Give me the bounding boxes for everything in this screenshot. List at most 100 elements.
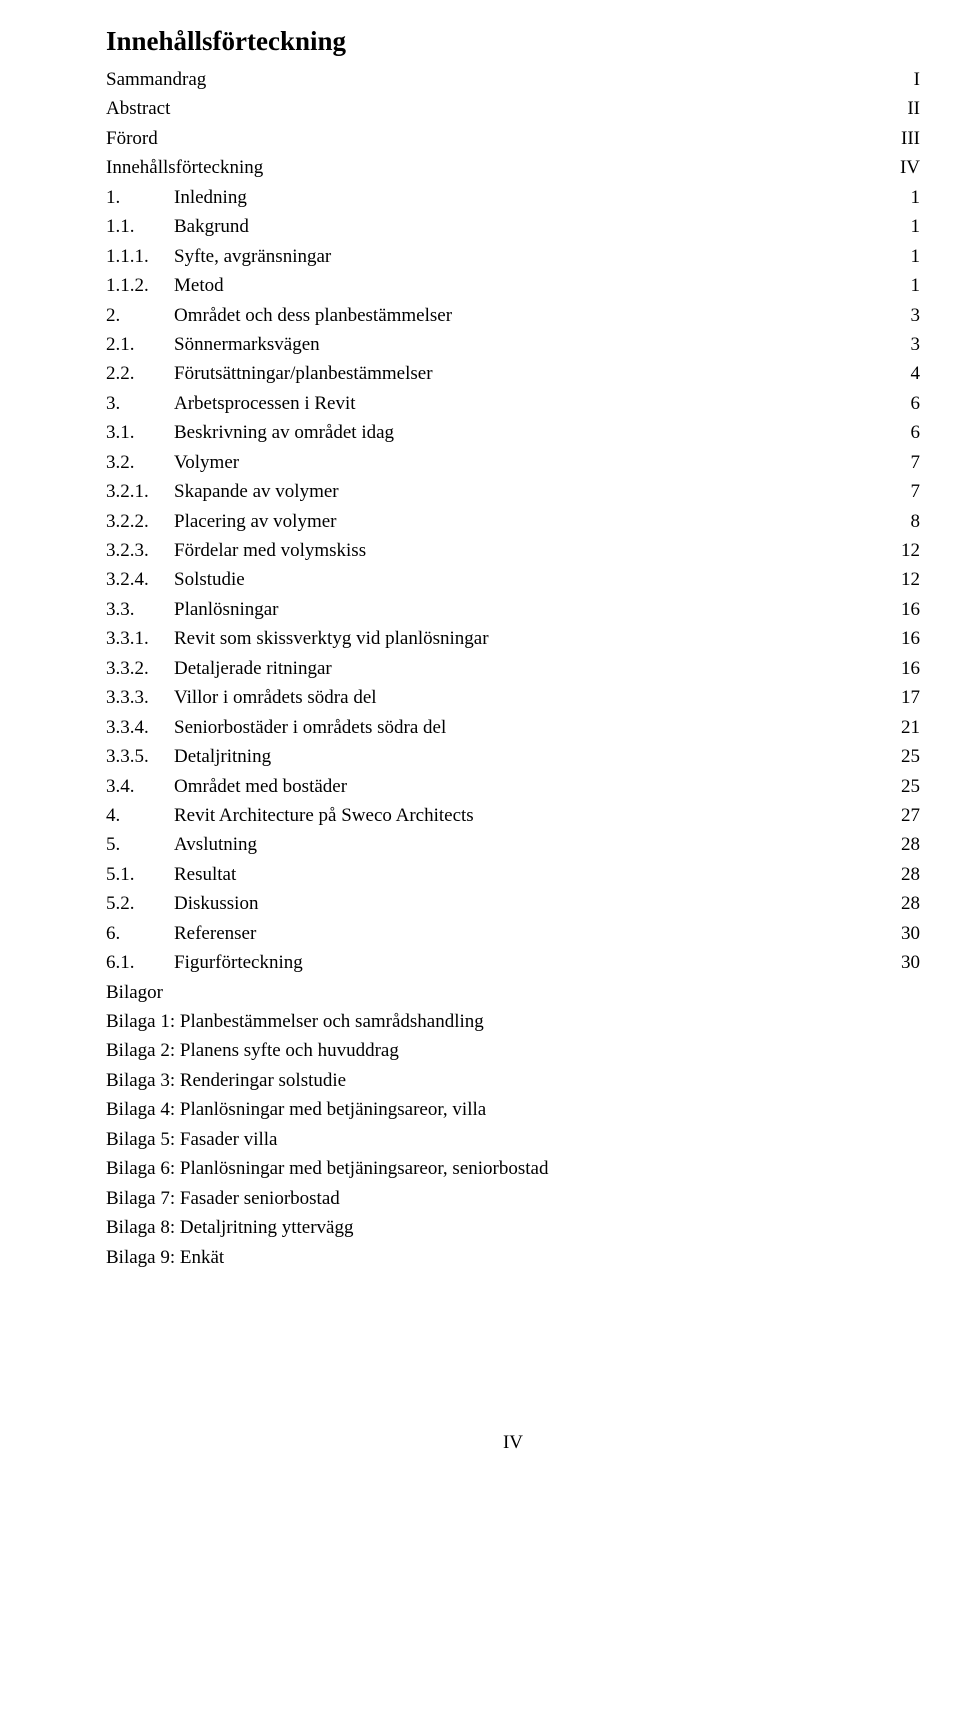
toc-entry-label: Förord: [106, 124, 158, 153]
toc-entry-page: 30: [897, 919, 920, 948]
toc-entry-page: 4: [907, 359, 921, 388]
toc-entry-page: 16: [897, 595, 920, 624]
toc-entry-label: Sönnermarksvägen: [174, 330, 320, 359]
toc-entry-label: Sammandrag: [106, 65, 206, 94]
toc-entry-page: 6: [907, 389, 921, 418]
toc-entry-label: Seniorbostäder i områdets södra del: [174, 713, 446, 742]
toc-entry: 3.2.Volymer 7: [106, 448, 920, 477]
toc-entry: 5.2.Diskussion 28: [106, 889, 920, 918]
toc-entry-number: 3.2.3.: [106, 536, 174, 565]
toc-entry-label: Planlösningar: [174, 595, 279, 624]
toc-entry: 1.1.1.Syfte, avgränsningar 1: [106, 242, 920, 271]
toc-entry-label: Innehållsförteckning: [106, 153, 263, 182]
toc-entry-number: 6.: [106, 919, 174, 948]
toc-entry-number: 3.3.1.: [106, 624, 174, 653]
toc-entry: 3.3.3.Villor i områdets södra del 17: [106, 683, 920, 712]
toc-entry-label: Abstract: [106, 94, 170, 123]
toc-entry-number: 1.1.: [106, 212, 174, 241]
toc-entry-page: 8: [907, 507, 921, 536]
toc-entry-page: 16: [897, 624, 920, 653]
toc-entry-label: Placering av volymer: [174, 507, 337, 536]
toc-entry: 3.2.2.Placering av volymer 8: [106, 507, 920, 536]
toc-entry-number: 1.1.2.: [106, 271, 174, 300]
toc-entry: 3.1.Beskrivning av området idag 6: [106, 418, 920, 447]
toc-entry-label: Figurförteckning: [174, 948, 303, 977]
toc-entry-number: 1.: [106, 183, 174, 212]
toc-entry-number: 1.1.1.: [106, 242, 174, 271]
toc-entry-label: Villor i områdets södra del: [174, 683, 377, 712]
toc-entry: 2.2.Förutsättningar/planbestämmelser 4: [106, 359, 920, 388]
toc-entry: 1.1.2.Metod 1: [106, 271, 920, 300]
toc-entry-page: 1: [907, 212, 921, 241]
toc-entry-label: Resultat: [174, 860, 236, 889]
toc-entry-number: 3.3.2.: [106, 654, 174, 683]
toc-entry-page: 7: [907, 477, 921, 506]
toc-entry-number: 2.: [106, 301, 174, 330]
toc-entry-page: 1: [907, 183, 921, 212]
appendix-line: Bilaga 5: Fasader villa: [106, 1125, 920, 1154]
toc-entry-page: 3: [907, 330, 921, 359]
toc-entry: 3.2.4.Solstudie 12: [106, 565, 920, 594]
toc-entry-label: Metod: [174, 271, 224, 300]
toc-entry: 5.1.Resultat 28: [106, 860, 920, 889]
toc-entry-label: Förutsättningar/planbestämmelser: [174, 359, 433, 388]
toc-entry-label: Beskrivning av området idag: [174, 418, 394, 447]
toc-entry-page: III: [897, 124, 920, 153]
toc-entry: 3.3.4.Seniorbostäder i områdets södra de…: [106, 713, 920, 742]
toc-entry-page: 1: [907, 242, 921, 271]
appendix-line: Bilaga 4: Planlösningar med betjäningsar…: [106, 1095, 920, 1124]
toc-entry-page: 21: [897, 713, 920, 742]
appendix-line: Bilaga 1: Planbestämmelser och samrådsha…: [106, 1007, 920, 1036]
toc-entry: 6.Referenser 30: [106, 919, 920, 948]
toc-entry-number: 3.4.: [106, 772, 174, 801]
toc-entry-number: 3.: [106, 389, 174, 418]
toc-entry-label: Området och dess planbestämmelser: [174, 301, 452, 330]
toc-entry: 3.3.1.Revit som skissverktyg vid planlös…: [106, 624, 920, 653]
toc-entry-number: 3.3.: [106, 595, 174, 624]
toc-entry-number: 3.3.5.: [106, 742, 174, 771]
toc-entry-number: 3.2.4.: [106, 565, 174, 594]
toc-entry-label: Fördelar med volymskiss: [174, 536, 366, 565]
toc-entry-label: Avslutning: [174, 830, 257, 859]
page-title: Innehållsförteckning: [106, 26, 920, 57]
toc-entry-page: 3: [907, 301, 921, 330]
toc-entry: 3.Arbetsprocessen i Revit 6: [106, 389, 920, 418]
toc-entry-number: 3.2.: [106, 448, 174, 477]
toc-entry-label: Solstudie: [174, 565, 245, 594]
toc-entry: 5.Avslutning 28: [106, 830, 920, 859]
toc-entry-label: Detaljritning: [174, 742, 271, 771]
toc-entry-label: Revit som skissverktyg vid planlösningar: [174, 624, 489, 653]
toc-entry-page: 28: [897, 889, 920, 918]
toc-entry-page: 25: [897, 742, 920, 771]
toc-entry-page: II: [903, 94, 920, 123]
toc-entry: 4.Revit Architecture på Sweco Architects…: [106, 801, 920, 830]
toc-entry-label: Syfte, avgränsningar: [174, 242, 331, 271]
toc-entry-page: 16: [897, 654, 920, 683]
appendix-list: BilagorBilaga 1: Planbestämmelser och sa…: [106, 978, 920, 1272]
toc-entry-page: IV: [896, 153, 920, 182]
toc-entry-number: 6.1.: [106, 948, 174, 977]
toc-entry-label: Revit Architecture på Sweco Architects: [174, 801, 474, 830]
toc-entry-number: 2.2.: [106, 359, 174, 388]
toc-entry-label: Området med bostäder: [174, 772, 347, 801]
toc-entry-number: 2.1.: [106, 330, 174, 359]
toc-entry-page: 7: [907, 448, 921, 477]
toc-entry-number: 4.: [106, 801, 174, 830]
toc-entry: Innehållsförteckning IV: [106, 153, 920, 182]
toc-entry-number: 5.2.: [106, 889, 174, 918]
toc-entry: 6.1.Figurförteckning 30: [106, 948, 920, 977]
toc-entry: 3.2.1.Skapande av volymer 7: [106, 477, 920, 506]
page-number: IV: [106, 1432, 920, 1454]
toc-list: Sammandrag IAbstract IIFörord IIIInnehål…: [106, 65, 920, 978]
appendix-line: Bilagor: [106, 978, 920, 1007]
toc-entry-number: 3.1.: [106, 418, 174, 447]
toc-entry-number: 5.: [106, 830, 174, 859]
toc-entry-label: Diskussion: [174, 889, 258, 918]
appendix-line: Bilaga 9: Enkät: [106, 1243, 920, 1272]
toc-entry-label: Referenser: [174, 919, 256, 948]
toc-entry-number: 5.1.: [106, 860, 174, 889]
toc-entry: 3.3.Planlösningar 16: [106, 595, 920, 624]
toc-entry: 3.3.2.Detaljerade ritningar 16: [106, 654, 920, 683]
toc-entry: 3.4.Området med bostäder 25: [106, 772, 920, 801]
toc-entry-page: 25: [897, 772, 920, 801]
